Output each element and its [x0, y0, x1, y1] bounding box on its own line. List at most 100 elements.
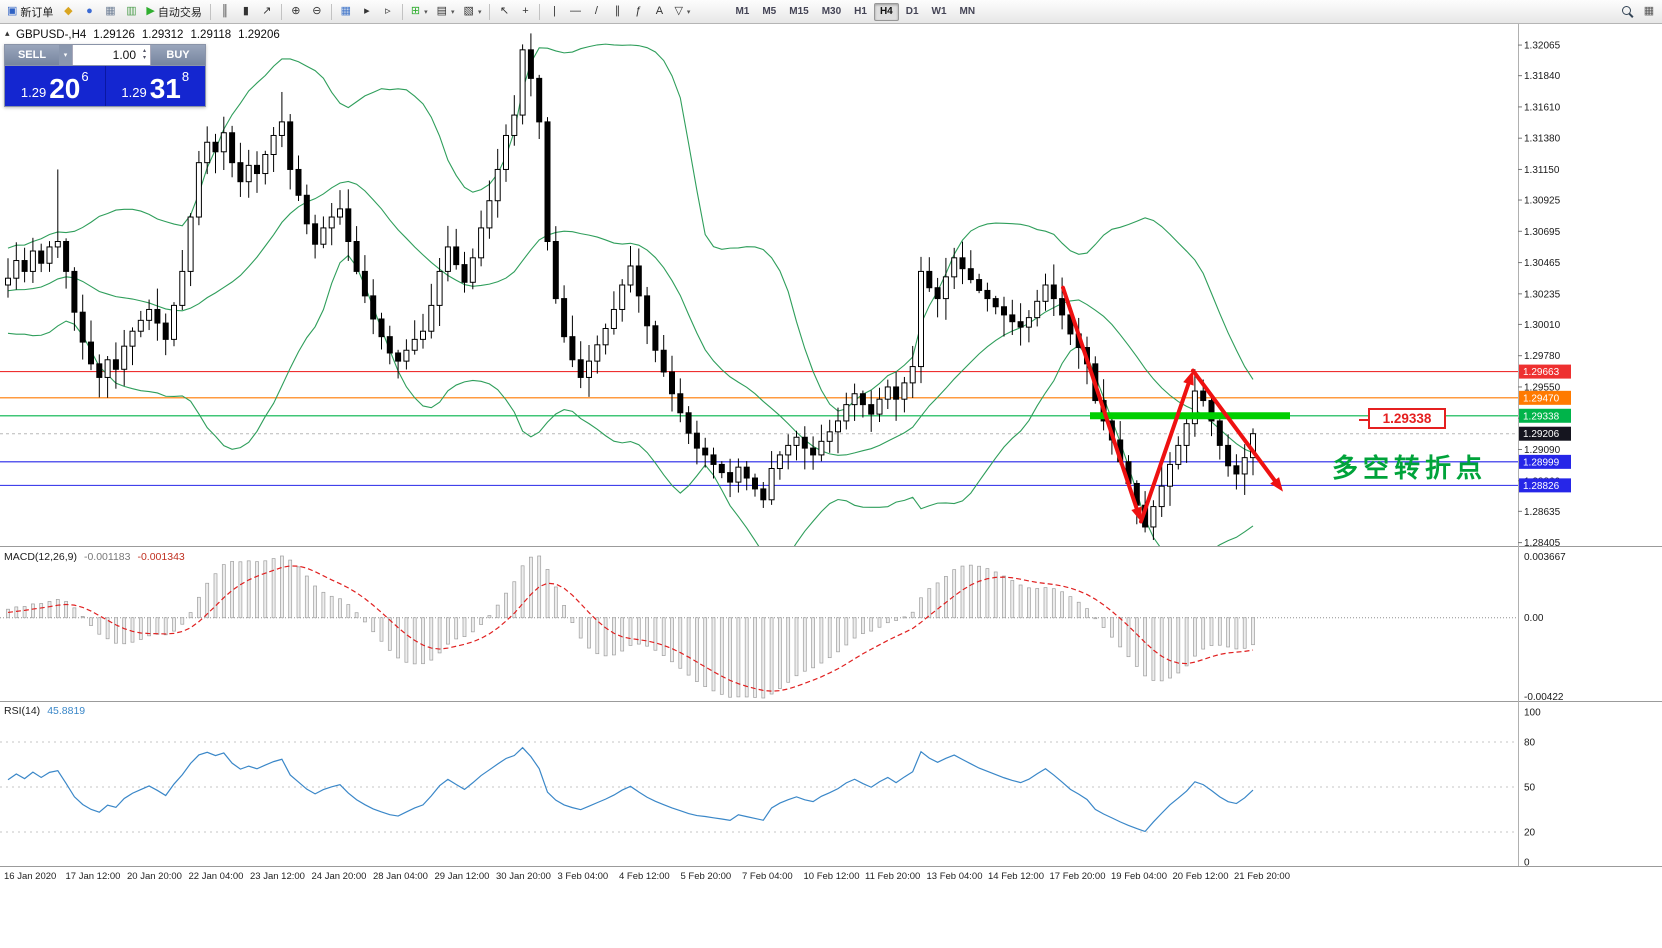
close-value: 1.29206 [238, 29, 280, 41]
buy-price-display[interactable]: 1.29 31 8 [104, 66, 206, 106]
spinner-up-icon[interactable]: ▴ [142, 48, 146, 55]
horizontal-line-icon: — [569, 5, 581, 17]
one-click-trading-widget: SELL 1.00 ▴▾ BUY 1.29 20 6 1.29 31 8 [4, 44, 206, 107]
timeframe-m5-button[interactable]: M5 [756, 3, 782, 21]
timeframe-m30-button[interactable]: M30 [816, 3, 847, 21]
svg-text:1.32065: 1.32065 [1524, 41, 1561, 52]
timeframe-mn-button[interactable]: MN [954, 3, 982, 21]
svg-text:20 Jan 20:00: 20 Jan 20:00 [127, 871, 182, 882]
arrows-caret-icon: ▾ [686, 8, 691, 16]
chart-shift-button[interactable]: ▹ [378, 2, 398, 22]
candlesticks [5, 33, 1256, 540]
macd-signal-value: -0.001343 [137, 551, 185, 563]
turning-point-annotation[interactable]: 多空转折点 [1332, 453, 1488, 483]
trend-arrows[interactable] [1061, 285, 1283, 524]
svg-text:1.29550: 1.29550 [1524, 382, 1561, 393]
chart-profile-icon: ◆ [64, 5, 73, 17]
svg-text:1.30235: 1.30235 [1524, 289, 1561, 300]
sell-button[interactable]: SELL [5, 45, 59, 65]
search-button[interactable] [1618, 2, 1638, 22]
bar-chart-icon: ║ [220, 5, 229, 17]
navigator-button[interactable]: ▥ [121, 2, 141, 22]
timeframe-h4-button[interactable]: H4 [873, 2, 899, 21]
vertical-line-button[interactable]: | [544, 2, 564, 22]
autotrade-button[interactable]: ▶ 自动交易 [142, 2, 205, 22]
volume-spinner[interactable]: ▴ ▾ [139, 48, 150, 61]
svg-text:1.31380: 1.31380 [1524, 134, 1561, 145]
indicators-button[interactable]: ⊞ ▾ [407, 2, 432, 22]
market-watch-button[interactable]: ● [79, 2, 99, 22]
tile-windows-button[interactable]: ▦ [336, 2, 356, 22]
crosshair-button[interactable]: + [515, 2, 535, 22]
timeframe-d1-button[interactable]: D1 [900, 3, 925, 21]
horizontal-line-button[interactable]: — [565, 2, 585, 22]
svg-text:13 Feb 04:00: 13 Feb 04:00 [927, 871, 983, 882]
data-window-button[interactable]: ▦ [100, 2, 120, 22]
fibonacci-button[interactable]: ƒ [628, 2, 648, 22]
chart-ohlc-header: GBPUSD-,H4 1.29126 1.29312 1.29118 1.29206 [16, 29, 287, 41]
autotrade-label: 自动交易 [157, 6, 202, 19]
svg-text:21 Feb 20:00: 21 Feb 20:00 [1234, 871, 1290, 882]
sell-price-display[interactable]: 1.29 20 6 [5, 66, 105, 106]
timeframe-h1-button[interactable]: H1 [848, 3, 873, 21]
price-tag [1519, 364, 1571, 379]
buy-button[interactable]: BUY [151, 45, 205, 65]
main-chart-pane [0, 33, 1518, 546]
timeframe-m15-button[interactable]: M15 [783, 3, 814, 21]
vertical-line-icon: | [553, 5, 556, 17]
data-window-icon: ▦ [105, 5, 116, 17]
svg-text:29 Jan 12:00: 29 Jan 12:00 [435, 871, 490, 882]
templates-button[interactable]: ▧ ▾ [460, 2, 486, 22]
line-chart-icon: ↗ [262, 5, 272, 17]
toolbar-divider [489, 3, 491, 20]
svg-text:1.30465: 1.30465 [1524, 258, 1561, 269]
spinner-down-icon[interactable]: ▾ [142, 55, 146, 61]
autotrade-play-icon: ▶ [146, 5, 155, 17]
volume-dropdown-icon[interactable] [59, 45, 72, 65]
svg-text:24 Jan 20:00: 24 Jan 20:00 [312, 871, 367, 882]
market-watch-icon: ● [86, 5, 93, 17]
price-axis[interactable]: 1.32065 1.31840 1.31610 1.31380 1.31150 1.309… [1518, 41, 1571, 869]
auto-scroll-button[interactable]: ▸ [357, 2, 377, 22]
price-tag [1519, 478, 1571, 493]
volume-field[interactable]: 1.00 ▴ ▾ [72, 45, 151, 65]
svg-text:19 Feb 04:00: 19 Feb 04:00 [1111, 871, 1167, 882]
toolbar-divider [330, 3, 332, 20]
trade-widget-collapse-icon[interactable]: ▴ [5, 28, 10, 38]
auto-scroll-icon: ▸ [364, 5, 370, 17]
charts-profile-button[interactable]: ◆ [58, 2, 78, 22]
svg-text:10 Feb 12:00: 10 Feb 12:00 [804, 871, 860, 882]
toolbar-divider [280, 3, 282, 20]
volume-value: 1.00 [112, 48, 136, 62]
bar-chart-mode-button[interactable]: ║ [215, 2, 235, 22]
cursor-button[interactable]: ↖ [494, 2, 514, 22]
new-chart-button[interactable]: ▦ [1639, 2, 1659, 22]
svg-text:16 Jan 2020: 16 Jan 2020 [4, 871, 56, 882]
candlestick-icon: ▮ [242, 5, 249, 17]
zoom-in-button[interactable]: ⊕ [286, 2, 306, 22]
fibonacci-icon: ƒ [635, 5, 642, 17]
channel-icon: ∥ [614, 5, 621, 17]
timeframe-m1-button[interactable]: M1 [729, 3, 755, 21]
arrows-button[interactable]: ▽ ▾ [670, 2, 694, 22]
candlestick-mode-button[interactable]: ▮ [236, 2, 256, 22]
price-callout[interactable]: 1.29338 [1359, 408, 1446, 429]
svg-text:100: 100 [1524, 708, 1541, 719]
trendline-button[interactable]: / [586, 2, 606, 22]
time-axis[interactable]: 16 Jan 2020 17 Jan 12:00 20 Jan 20:00 22 Ja… [4, 871, 1290, 882]
channel-button[interactable]: ∥ [607, 2, 627, 22]
new-chart-icon: ▦ [1643, 5, 1655, 17]
indicators-icon: ⊞ [410, 5, 421, 17]
zoom-out-button[interactable]: ⊖ [307, 2, 327, 22]
periods-button[interactable]: ▤ ▾ [433, 2, 459, 22]
svg-text:5 Feb 20:00: 5 Feb 20:00 [681, 871, 732, 882]
line-chart-mode-button[interactable]: ↗ [257, 2, 277, 22]
timeframe-w1-button[interactable]: W1 [926, 3, 953, 21]
buy-price-point: 8 [181, 69, 190, 84]
svg-text:14 Feb 12:00: 14 Feb 12:00 [988, 871, 1044, 882]
timeframe-group: M1 M5 M15 M30 H1 H4 D1 W1 MN [729, 2, 982, 21]
new-order-button[interactable]: ▣ 新订单 [3, 2, 57, 22]
text-label-button[interactable]: A [649, 2, 669, 22]
